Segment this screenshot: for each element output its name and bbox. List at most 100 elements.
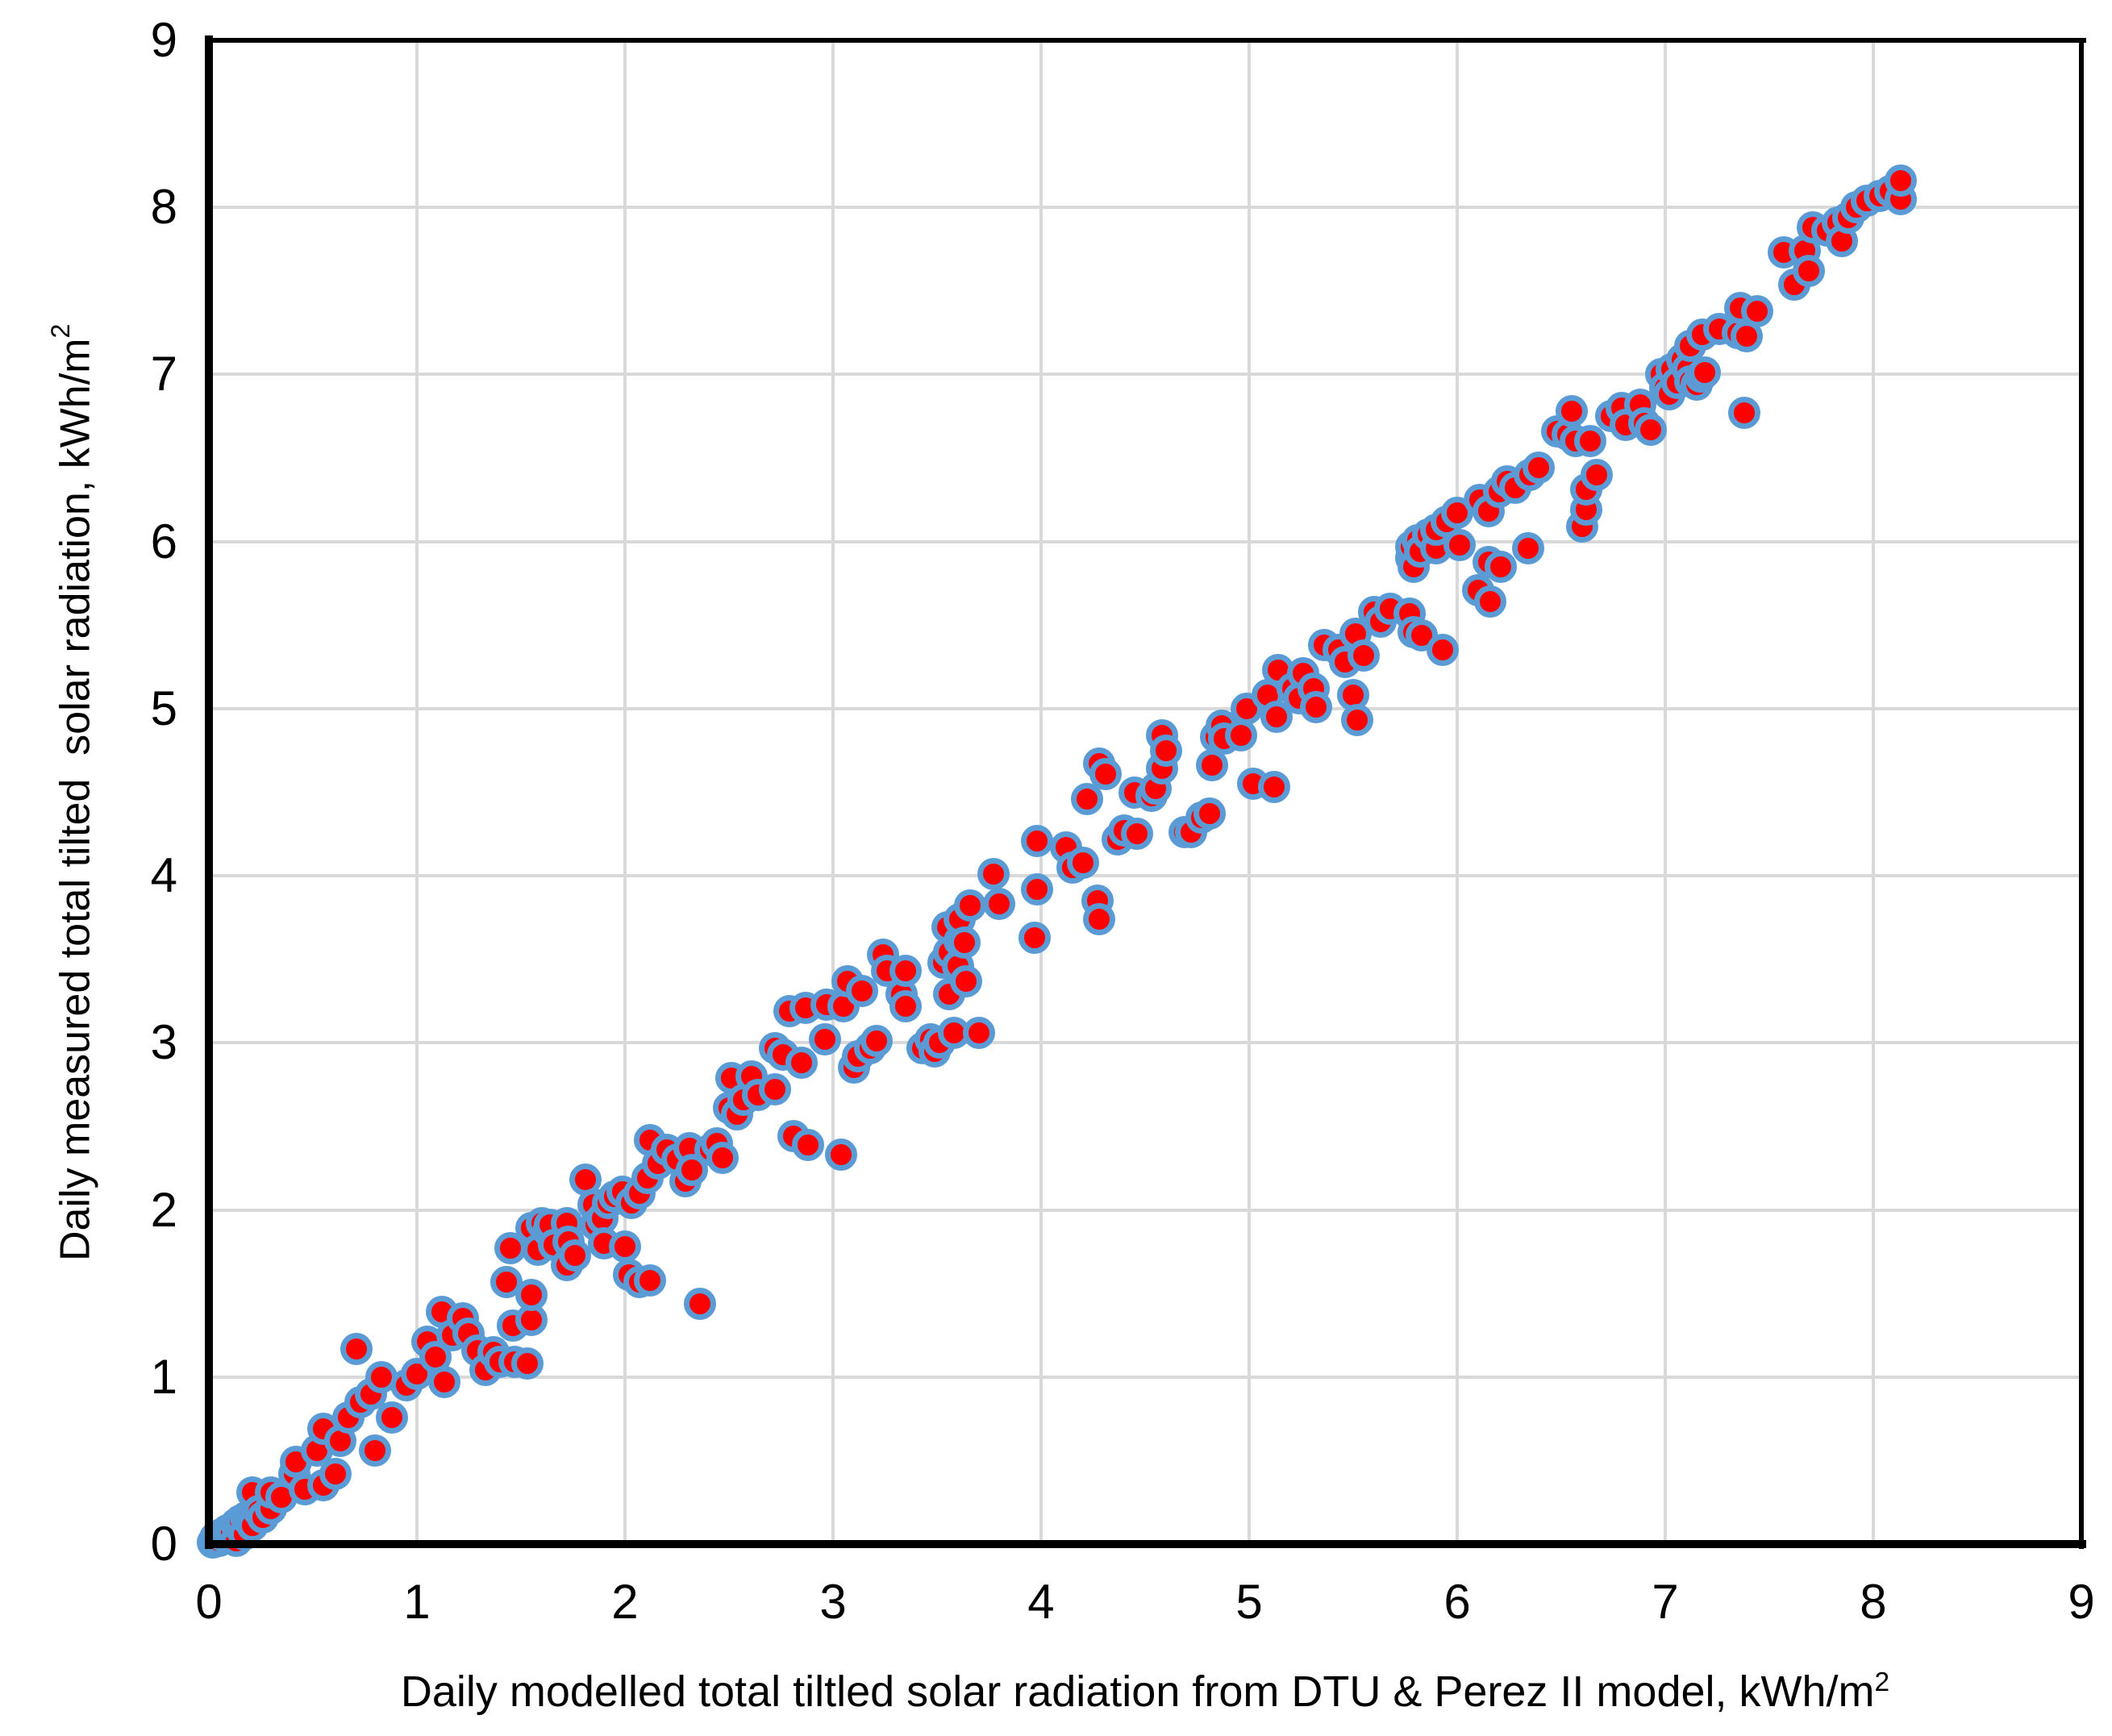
scatter-point bbox=[1299, 690, 1332, 723]
scatter-point bbox=[633, 1263, 666, 1297]
scatter-point bbox=[376, 1401, 409, 1434]
scatter-point bbox=[983, 888, 1016, 921]
y-tick-label: 1 bbox=[150, 1349, 177, 1404]
scatter-point bbox=[340, 1332, 373, 1365]
scatter-point bbox=[1020, 872, 1053, 905]
x-axis-tick-labels: 0 1 2 3 4 5 6 7 8 9 bbox=[195, 1574, 2094, 1638]
scatter-point bbox=[1089, 757, 1122, 790]
scatter-point bbox=[1257, 771, 1290, 804]
scatter-point bbox=[1634, 413, 1667, 446]
gridline-vertical bbox=[831, 40, 835, 1544]
scatter-point bbox=[889, 955, 923, 988]
x-tick-label: 9 bbox=[2068, 1575, 2095, 1629]
scatter-point bbox=[1193, 797, 1226, 831]
gridline-vertical bbox=[623, 40, 627, 1544]
gridline-horizontal bbox=[209, 1375, 2081, 1379]
scatter-point bbox=[1019, 921, 1052, 954]
scatter-point bbox=[977, 858, 1010, 891]
plot-area bbox=[197, 35, 2086, 1559]
scatter-point bbox=[1224, 719, 1257, 752]
gridline-horizontal bbox=[209, 874, 2081, 878]
scatter-point bbox=[1070, 782, 1103, 815]
y-tick-label: 7 bbox=[150, 347, 177, 402]
scatter-point bbox=[962, 1016, 995, 1049]
x-tick-label: 0 bbox=[195, 1575, 223, 1629]
scatter-point bbox=[950, 964, 983, 997]
gridline-horizontal bbox=[209, 706, 2081, 710]
y-tick-label: 2 bbox=[150, 1182, 177, 1237]
scatter-point bbox=[510, 1347, 544, 1380]
scatter-point bbox=[860, 1025, 894, 1058]
gridline-vertical bbox=[1664, 40, 1667, 1544]
scatter-point bbox=[948, 926, 981, 959]
y-tick-label: 6 bbox=[150, 514, 177, 568]
gridline-vertical bbox=[414, 40, 419, 1544]
plot-border-top bbox=[209, 38, 2086, 43]
y-tick-label: 0 bbox=[150, 1517, 177, 1571]
scatter-point bbox=[359, 1434, 392, 1467]
x-tick-label: 6 bbox=[1443, 1575, 1471, 1629]
scatter-point bbox=[1884, 164, 1917, 198]
gridline-horizontal bbox=[209, 206, 2081, 210]
scatter-point bbox=[514, 1279, 548, 1312]
scatter-point bbox=[1231, 692, 1264, 725]
scatter-point bbox=[1485, 550, 1518, 583]
x-axis-title-superscript: 2 bbox=[1874, 1667, 1890, 1697]
scatter-point bbox=[1149, 734, 1182, 767]
y-tick-label: 9 bbox=[150, 13, 177, 67]
gridline-vertical bbox=[1456, 40, 1459, 1544]
x-tick-label: 2 bbox=[611, 1575, 639, 1629]
scatter-point bbox=[1511, 531, 1544, 564]
scatter-point bbox=[1574, 425, 1607, 458]
scatter-point bbox=[792, 1128, 825, 1161]
y-tick-label: 3 bbox=[150, 1015, 177, 1070]
y-tick-label: 8 bbox=[150, 180, 177, 235]
scatter-point bbox=[559, 1239, 592, 1272]
scatter-point bbox=[683, 1287, 716, 1320]
y-tick-label: 4 bbox=[150, 848, 177, 903]
y-tick-label: 5 bbox=[150, 681, 177, 735]
gridline-horizontal bbox=[209, 1208, 2081, 1212]
scatter-point bbox=[489, 1265, 523, 1298]
plot-border-right bbox=[2079, 38, 2084, 1549]
scatter-point bbox=[608, 1230, 641, 1263]
scatter-point bbox=[846, 975, 879, 1008]
x-tick-label: 1 bbox=[403, 1575, 431, 1629]
scatter-point bbox=[706, 1142, 739, 1175]
x-tick-label: 4 bbox=[1027, 1575, 1055, 1629]
scatter-point bbox=[954, 889, 987, 922]
scatter-point bbox=[1522, 452, 1555, 485]
scatter-point bbox=[758, 1073, 791, 1106]
y-axis-line bbox=[205, 35, 213, 1549]
scatter-point bbox=[825, 1139, 858, 1172]
scatter-point bbox=[1083, 902, 1116, 935]
x-axis-title-text: Daily modelled total tiltled solar radia… bbox=[400, 1667, 1875, 1716]
gridline-horizontal bbox=[209, 539, 2081, 543]
x-axis-title: Daily modelled total tiltled solar radia… bbox=[209, 1655, 2081, 1720]
x-tick-label: 3 bbox=[819, 1575, 847, 1629]
scatter-point bbox=[1474, 585, 1507, 618]
scatter-point bbox=[1740, 294, 1773, 327]
x-tick-label: 7 bbox=[1652, 1575, 1679, 1629]
scatter-point bbox=[1793, 254, 1826, 287]
gridline-horizontal bbox=[209, 1041, 2081, 1045]
scatter-point bbox=[400, 1357, 433, 1390]
scatter-point bbox=[1426, 634, 1459, 667]
scatter-point bbox=[427, 1365, 460, 1398]
scatter-point bbox=[1443, 528, 1476, 561]
scatter-point bbox=[1341, 704, 1374, 737]
scatter-point bbox=[789, 991, 823, 1024]
gridline-horizontal bbox=[209, 373, 2081, 377]
scatter-point bbox=[785, 1047, 819, 1080]
x-tick-label: 5 bbox=[1235, 1575, 1263, 1629]
scatter-point bbox=[1689, 356, 1722, 389]
scatter-point bbox=[889, 989, 923, 1022]
scatter-point bbox=[1120, 818, 1153, 851]
scatter-point bbox=[1066, 846, 1099, 879]
scatter-point bbox=[1580, 458, 1613, 491]
scatter-point bbox=[675, 1153, 708, 1186]
scatter-point bbox=[319, 1457, 352, 1490]
scatter-point bbox=[808, 1023, 841, 1056]
scatter-point bbox=[1020, 824, 1053, 857]
x-axis-line bbox=[205, 1540, 2086, 1548]
